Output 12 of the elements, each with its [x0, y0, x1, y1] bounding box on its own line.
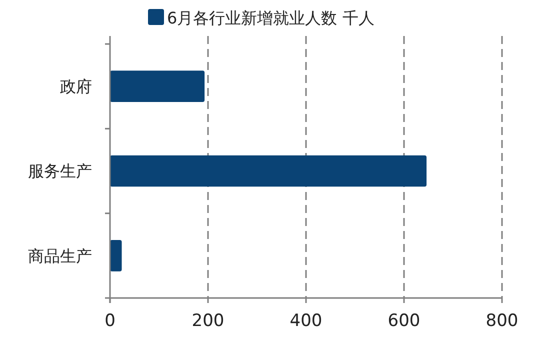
y-tick-label: 政府	[60, 76, 92, 96]
x-tick-label: 0	[104, 311, 116, 331]
bar	[110, 70, 205, 102]
x-tick-label: 200	[192, 311, 224, 331]
x-tick-label: 800	[486, 311, 518, 331]
y-tick-label: 商品生产	[28, 246, 92, 266]
legend-label: 6月各行业新增就业人数 千人	[167, 8, 374, 28]
y-tick-label: 服务生产	[28, 162, 92, 181]
x-tick-label: 400	[290, 311, 322, 331]
bar	[110, 155, 427, 187]
bar	[110, 240, 122, 272]
x-tick-label: 600	[388, 311, 420, 331]
